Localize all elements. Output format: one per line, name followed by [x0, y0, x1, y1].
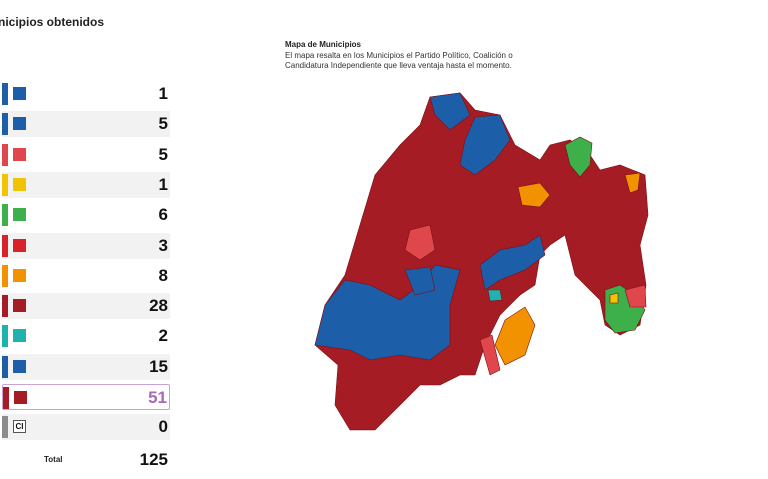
map-description: El mapa resalta en los Municipios el Par…: [285, 51, 513, 71]
party-color-bar: [2, 113, 8, 136]
municipality-count: 8: [158, 265, 168, 285]
total-label: Total: [44, 455, 63, 464]
description-line: Candidatura Independiente que lleva vent…: [285, 61, 512, 70]
party-logo: [13, 117, 26, 131]
party-row: 28: [2, 293, 170, 320]
region: [609, 292, 619, 304]
region: [404, 266, 436, 296]
party-logo: [13, 147, 26, 161]
party-logo: [13, 177, 26, 191]
region: [494, 306, 536, 366]
region: [479, 234, 546, 291]
party-row: 3: [2, 232, 170, 259]
party-row: 8: [2, 263, 170, 289]
party-color-bar: [2, 325, 8, 348]
party-logo: [13, 238, 26, 252]
municipal-map: [314, 92, 649, 431]
municipality-count: 5: [158, 114, 168, 134]
results-panel: nicipios obtenidos 1 5 5 1 6 3 8 28 2 15 51 CI 0 Tot…: [0, 0, 175, 479]
map-title: Mapa de Municipios: [285, 40, 362, 49]
region: [459, 114, 511, 176]
party-logo: [13, 87, 26, 100]
party-row: 51: [2, 384, 170, 410]
party-color-bar: [2, 143, 8, 166]
party-color-bar: [3, 387, 9, 409]
party-logo: [13, 208, 26, 222]
party-color-bar: [2, 204, 8, 227]
municipality-count: 3: [158, 235, 168, 255]
municipality-count: 1: [158, 174, 168, 194]
total-value: 125: [139, 450, 168, 469]
municipality-count: 15: [149, 356, 168, 376]
municipality-count: 51: [148, 388, 167, 407]
party-row: CI 0: [2, 414, 170, 441]
party-row: 1: [2, 171, 170, 198]
region: [487, 289, 503, 302]
party-color-bar: [2, 295, 8, 318]
party-row: 6: [2, 202, 170, 228]
party-color-bar: [2, 355, 8, 378]
party-row: 2: [2, 323, 170, 349]
region: [564, 136, 593, 178]
region: [517, 182, 551, 208]
party-row: 5: [2, 142, 170, 168]
region: [479, 334, 501, 376]
region: [624, 284, 647, 308]
region: [429, 92, 471, 131]
party-color-bar: [2, 173, 8, 196]
party-logo: [13, 359, 26, 373]
description-line: El mapa resalta en los Municipios el Par…: [285, 51, 513, 60]
party-logo: CI: [13, 420, 26, 434]
municipality-count: 28: [149, 296, 168, 316]
municipality-count: 0: [158, 417, 168, 437]
party-color-bar: [2, 234, 8, 257]
party-logo: [13, 299, 26, 313]
municipality-count: 6: [158, 205, 168, 225]
party-row: 15: [2, 353, 170, 380]
party-color-bar: [2, 416, 8, 439]
party-row: 1: [2, 81, 170, 107]
municipality-count: 1: [158, 84, 168, 103]
municipality-count: 5: [158, 144, 168, 164]
party-logo: [13, 329, 26, 343]
party-logo: [14, 391, 27, 404]
party-color-bar: [2, 83, 8, 105]
panel-title: nicipios obtenidos: [0, 15, 105, 29]
region: [624, 172, 641, 194]
party-logo: [13, 268, 26, 282]
region: [404, 224, 436, 261]
party-color-bar: [2, 264, 8, 287]
municipality-count: 2: [158, 326, 168, 346]
party-row: 5: [2, 111, 170, 138]
